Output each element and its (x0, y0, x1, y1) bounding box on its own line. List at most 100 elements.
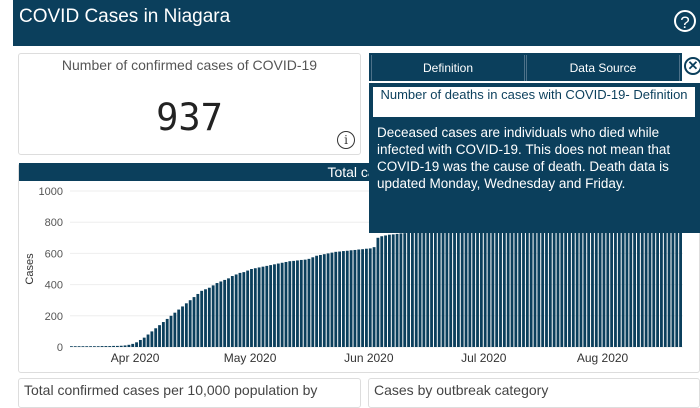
bar (322, 254, 326, 347)
bar (625, 203, 629, 347)
bar (525, 220, 529, 347)
bar (108, 346, 112, 347)
bar (644, 202, 648, 347)
bar (326, 253, 330, 347)
bar (437, 229, 441, 347)
bar (115, 345, 119, 347)
bar (73, 346, 77, 347)
bar (123, 345, 127, 347)
bar (296, 260, 299, 347)
info-icon[interactable]: i (337, 131, 355, 149)
bar (96, 346, 100, 347)
bar (571, 211, 575, 347)
bar (315, 255, 319, 347)
bar (204, 289, 207, 347)
bar (479, 225, 483, 347)
bar (372, 247, 376, 347)
bar (430, 230, 433, 347)
y-tick-label: 200 (45, 311, 63, 323)
bar (127, 344, 131, 347)
bar (560, 213, 564, 347)
bar (280, 262, 284, 347)
bar (583, 210, 587, 347)
bar (181, 306, 184, 347)
y-tick-label: 800 (45, 217, 63, 229)
bar (614, 205, 617, 347)
bar (568, 212, 571, 347)
bar (460, 227, 464, 347)
bar (491, 224, 495, 347)
bar (514, 221, 518, 347)
bar (265, 265, 269, 347)
bar (227, 278, 230, 347)
x-tick-label: May 2020 (224, 351, 277, 365)
bar (307, 258, 311, 347)
bar (548, 215, 552, 347)
bar (92, 346, 96, 347)
bar (403, 233, 407, 347)
bar (219, 281, 223, 347)
bar (238, 272, 242, 347)
bar (257, 267, 261, 347)
bar (200, 290, 204, 347)
bar (591, 208, 594, 347)
x-tick-label: Jun 2020 (344, 351, 394, 365)
y-axis-label: Cases (24, 253, 36, 285)
bar (169, 315, 173, 347)
bar (376, 237, 380, 347)
bar (441, 229, 445, 347)
bar (234, 274, 238, 347)
bar (100, 346, 104, 347)
bar (487, 224, 491, 347)
bar (154, 328, 158, 347)
bar (499, 223, 502, 347)
bar (250, 269, 253, 347)
popup-body: Deceased cases are individuals who died … (377, 125, 671, 191)
bar (158, 325, 161, 347)
bar (368, 248, 372, 347)
bar (349, 250, 353, 347)
bar (598, 207, 602, 347)
bar (495, 223, 499, 347)
bar (85, 346, 89, 347)
bar (303, 259, 307, 347)
y-tick-label: 400 (45, 280, 63, 292)
bar (119, 345, 123, 347)
bar (391, 234, 395, 347)
bar (675, 200, 679, 347)
bar (656, 201, 660, 347)
bar (142, 337, 146, 347)
bar (445, 228, 449, 347)
bar (533, 219, 537, 347)
bar (476, 225, 479, 347)
bar (165, 318, 169, 347)
kpi-confirmed-value: 937 (156, 96, 223, 139)
definition-popup: Number of deaths in cases with COVID-19-… (369, 83, 700, 233)
help-icon[interactable]: ? (674, 10, 696, 32)
bar (387, 234, 391, 347)
population-card-title: Total confirmed cases per 10,000 populat… (24, 382, 318, 398)
bar (602, 206, 606, 347)
popup-title: Number of deaths in cases with COVID-19-… (373, 87, 695, 117)
bar (311, 257, 315, 347)
close-icon[interactable]: ✕ (684, 57, 700, 75)
population-card: Total confirmed cases per 10,000 populat… (18, 378, 361, 408)
bar (679, 200, 682, 347)
bar (261, 266, 265, 347)
bar (637, 202, 640, 347)
bar (660, 201, 663, 347)
bar (410, 232, 414, 347)
bar (215, 283, 219, 347)
tab-definition[interactable]: Definition (371, 55, 525, 81)
bar (380, 236, 384, 347)
kpi-confirmed-title: Number of confirmed cases of COVID-19 (61, 57, 318, 73)
bar (407, 232, 410, 347)
bar (357, 249, 361, 347)
bar (667, 201, 671, 347)
bar (173, 312, 177, 347)
bar (342, 251, 345, 347)
bar (338, 251, 342, 347)
y-tick-label: 600 (45, 248, 63, 260)
tab-data-source[interactable]: Data Source (526, 55, 680, 81)
